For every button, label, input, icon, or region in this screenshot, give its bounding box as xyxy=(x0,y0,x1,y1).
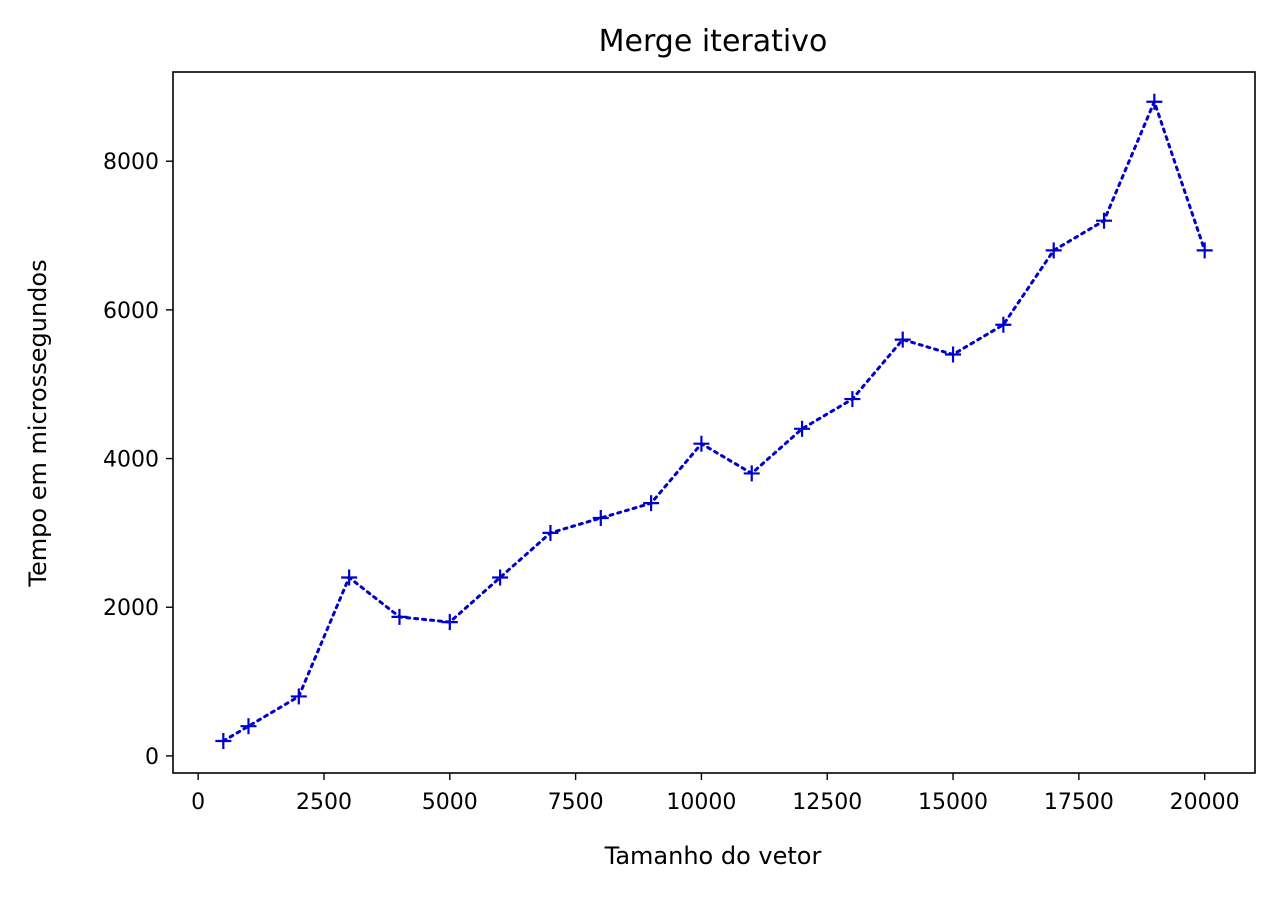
x-axis-ticks: 0 2500 5000 7500 10000 12500 15000 17500 20000 xyxy=(191,773,1240,815)
data-point-marker xyxy=(1096,212,1113,229)
data-point-marker xyxy=(240,718,257,735)
data-point-marker xyxy=(592,510,609,527)
data-point-marker xyxy=(542,524,559,541)
x-tick-label: 0 xyxy=(191,790,205,815)
x-tick-label: 2500 xyxy=(296,790,352,815)
y-tick-label: 0 xyxy=(145,745,159,770)
x-tick-label: 15000 xyxy=(918,790,988,815)
data-point-marker xyxy=(391,608,408,625)
y-tick-label: 6000 xyxy=(103,299,159,324)
y-tick-label: 2000 xyxy=(103,596,159,621)
y-axis-ticks: 0 2000 4000 6000 8000 xyxy=(103,150,173,770)
x-tick-label: 17500 xyxy=(1044,790,1114,815)
y-axis-label: Tempo em microssegundos xyxy=(24,259,52,587)
x-tick-label: 5000 xyxy=(422,790,478,815)
x-tick-label: 7500 xyxy=(548,790,604,815)
data-point-marker xyxy=(844,391,861,408)
data-point-marker xyxy=(290,688,307,705)
data-point-marker xyxy=(1045,242,1062,259)
data-point-marker xyxy=(794,420,811,437)
data-point-marker xyxy=(1146,93,1163,110)
series-line xyxy=(221,97,1207,743)
x-tick-label: 12500 xyxy=(792,790,862,815)
data-point-marker xyxy=(945,346,962,363)
data-point-marker xyxy=(215,733,232,750)
data-point-marker xyxy=(894,331,911,348)
chart-title: Merge iterativo xyxy=(599,24,828,59)
data-point-marker xyxy=(995,316,1012,333)
data-point-marker xyxy=(441,614,458,631)
series-layer xyxy=(215,93,1213,750)
y-tick-label: 8000 xyxy=(103,150,159,175)
data-point-marker xyxy=(643,495,660,512)
data-point-marker xyxy=(341,569,358,586)
data-point-marker xyxy=(1196,242,1213,259)
y-tick-label: 4000 xyxy=(103,448,159,473)
x-tick-label: 10000 xyxy=(666,790,736,815)
x-tick-label: 20000 xyxy=(1170,790,1240,815)
data-point-marker xyxy=(492,569,509,586)
plot-frame xyxy=(172,71,1256,774)
data-point-marker xyxy=(743,465,760,482)
x-axis-label: Tamanho do vetor xyxy=(604,842,822,870)
data-point-marker xyxy=(693,435,710,452)
